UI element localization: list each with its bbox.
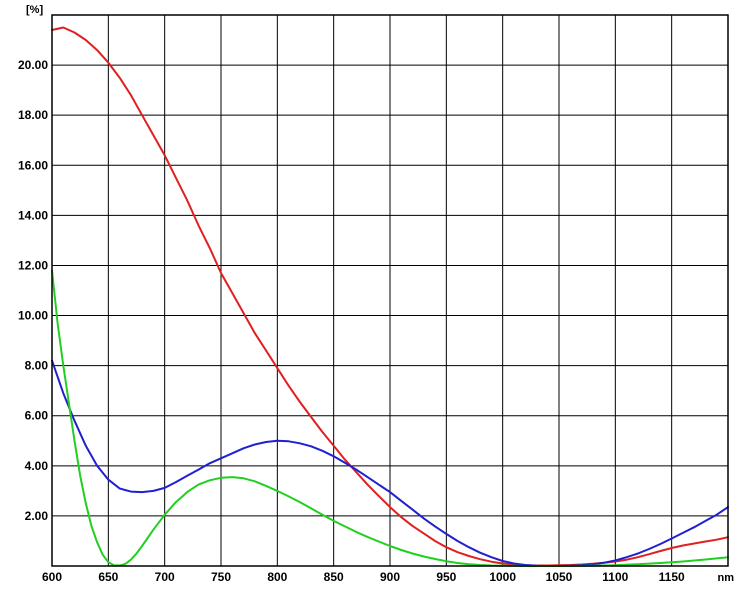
y-tick-label: 20.00	[18, 58, 48, 72]
y-tick-label: 18.00	[18, 108, 48, 122]
plot-frame	[51, 14, 729, 567]
x-tick-label: 850	[324, 570, 344, 584]
x-tick-label: 650	[98, 570, 118, 584]
y-tick-label: 10.00	[18, 309, 48, 323]
x-tick-label: 800	[267, 570, 287, 584]
x-tick-label: 1100	[602, 570, 628, 584]
y-axis-unit-label: [%]	[26, 4, 43, 16]
x-axis-ticks: 600 650 700 750 800 850 900 950 1000 1050 1100 1150	[42, 570, 685, 584]
x-tick-label: 950	[436, 570, 456, 584]
y-tick-label: 14.00	[18, 208, 48, 222]
x-tick-label: 1000	[489, 570, 516, 584]
y-axis-ticks: 2.00 4.00 6.00 8.00 10.00 12.00 14.00 16.00 18.0…	[18, 58, 48, 523]
x-tick-label: 700	[155, 570, 175, 584]
series-line-2	[51, 359, 729, 567]
x-tick-label: 1050	[546, 570, 573, 584]
x-tick-label: 600	[42, 570, 62, 584]
x-tick-label: 1150	[659, 570, 685, 584]
y-tick-label: 8.00	[25, 359, 49, 373]
y-tick-label: 2.00	[25, 509, 49, 523]
y-tick-label: 12.00	[18, 258, 48, 272]
x-tick-label: 900	[380, 570, 400, 584]
y-tick-label: 6.00	[25, 409, 49, 423]
x-axis-unit-label: nm	[718, 572, 735, 584]
y-tick-label: 16.00	[18, 158, 48, 172]
x-tick-label: 750	[211, 570, 231, 584]
y-tick-label: 4.00	[25, 459, 49, 473]
